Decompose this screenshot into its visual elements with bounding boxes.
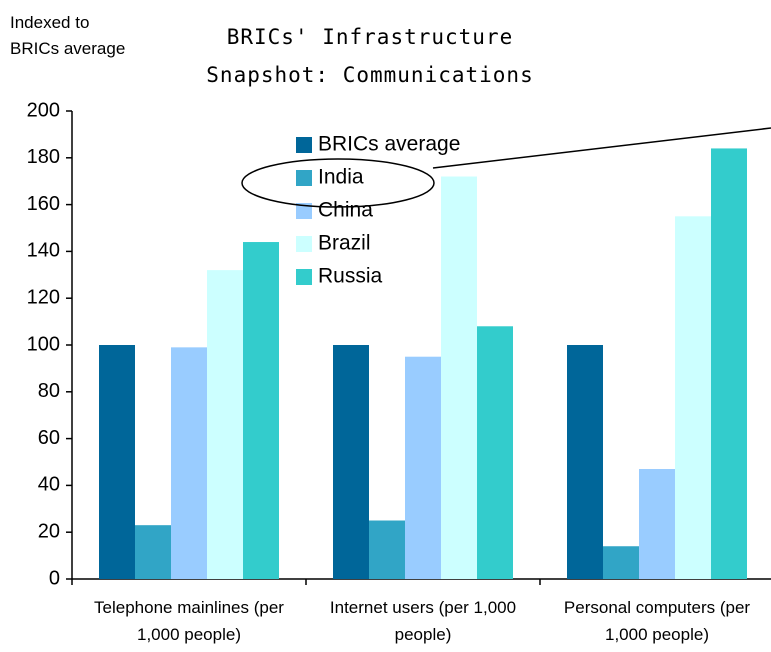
bar — [333, 345, 369, 579]
y-tick-label: 120 — [27, 286, 60, 308]
legend-label: Brazil — [318, 232, 371, 255]
bar — [243, 242, 279, 580]
y-tick-label: 60 — [38, 427, 60, 449]
legend-swatch — [296, 203, 312, 219]
x-tick-label: Personal computers (per 1,000 people) — [563, 598, 751, 644]
y-tick-label: 200 — [27, 99, 60, 121]
legend-swatch — [296, 170, 312, 186]
bar — [567, 345, 603, 579]
bar — [171, 347, 207, 579]
y-tick-label: 0 — [49, 567, 60, 589]
bar — [477, 326, 513, 579]
y-tick-label: 20 — [38, 520, 60, 542]
y-tick-label: 140 — [27, 240, 60, 262]
y-tick-label: 160 — [27, 193, 60, 215]
bar — [207, 270, 243, 579]
annotation-ellipse — [241, 158, 435, 208]
chart-title: BRICs' Infrastructure Snapshot: Communic… — [206, 25, 534, 87]
y-tick-label: 80 — [38, 380, 60, 402]
bar — [369, 520, 405, 579]
legend-label: China — [318, 199, 373, 222]
y-tick-label: 40 — [38, 474, 60, 496]
x-tick-label: Telephone mainlines (per 1,000 people) — [94, 598, 284, 644]
bar — [675, 216, 711, 580]
legend-label: BRICs average — [318, 133, 460, 156]
y-tick-label: 180 — [27, 146, 60, 168]
annotation-line — [432, 127, 771, 169]
bar — [99, 345, 135, 579]
legend-swatch — [296, 137, 312, 153]
bar — [603, 546, 639, 579]
bar — [711, 148, 747, 579]
bar — [441, 176, 477, 579]
y-axis-label: Indexed to BRICs average — [10, 13, 126, 58]
legend-label: India — [318, 166, 364, 189]
bar — [405, 356, 441, 579]
legend-swatch — [296, 269, 312, 285]
legend-swatch — [296, 236, 312, 252]
x-tick-label: Internet users (per 1,000 people) — [329, 598, 517, 644]
legend-label: Russia — [318, 265, 383, 288]
bar — [639, 469, 675, 579]
bar — [135, 525, 171, 579]
y-tick-label: 100 — [27, 333, 60, 355]
